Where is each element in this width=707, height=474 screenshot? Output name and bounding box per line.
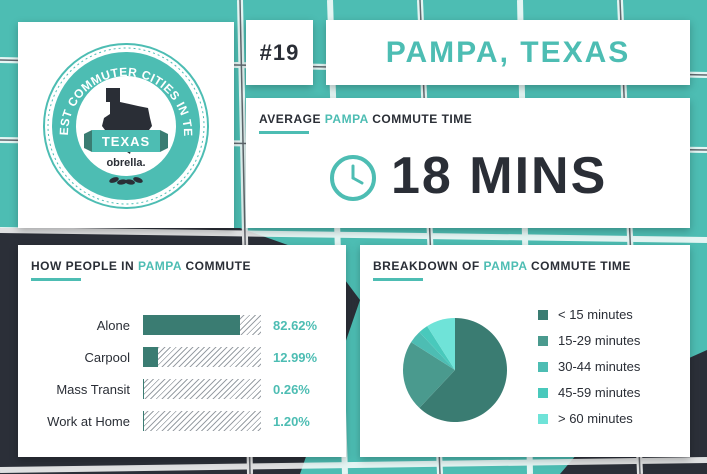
commute-time-pie [403,318,507,422]
brand-logo: obrella. [106,157,145,169]
legend-swatch [538,362,548,372]
legend-label: > 60 minutes [558,411,633,426]
seal-state-label: TEXAS [102,134,150,149]
commute-breakdown-card: BREAKDOWN OF PAMPA COMMUTE TIME < 15 min… [360,245,690,457]
legend-label: 15-29 minutes [558,333,641,348]
legend-swatch [538,388,548,398]
bar-track [143,379,261,399]
header-underline [259,131,309,134]
rank-label: #19 [259,39,300,65]
bar-category-label: Carpool [84,350,130,365]
commute-time-header: AVERAGE PAMPA COMMUTE TIME [259,112,473,126]
bar [143,315,240,335]
header-underline [373,278,423,281]
commuter-cities-seal: 40 BEST COMMUTER CITIES IN TEXAS TEXAS o… [13,11,209,209]
bar-track [143,347,261,367]
pie-slice [427,318,455,370]
commute-modes-header: HOW PEOPLE IN PAMPA COMMUTE [31,259,251,273]
commute-breakdown-header: BREAKDOWN OF PAMPA COMMUTE TIME [373,259,631,273]
average-commute-value: 18 MINS [391,147,608,205]
bar-track [143,411,261,431]
bar-category-label: Alone [96,318,130,333]
pie-slice [411,332,455,370]
badge-card: 40 BEST COMMUTER CITIES IN TEXAS TEXAS o… [13,11,234,228]
texas-map-icon [102,88,152,154]
pie-slice [419,318,507,422]
bar-category-label: Mass Transit [56,382,130,397]
legend-swatch [538,310,548,320]
bar-track [143,315,261,335]
pie-slice [403,342,455,408]
pie-slice [419,326,455,370]
clock-icon [330,155,376,201]
bar [143,379,144,399]
bar-value-label: 1.20% [273,414,310,429]
bar [143,347,158,367]
bar-value-label: 82.62% [273,318,318,333]
bar-value-label: 12.99% [273,350,318,365]
header-underline [31,278,81,281]
bar [143,411,144,431]
commute-time-card: AVERAGE PAMPA COMMUTE TIME 18 MINS [246,98,690,228]
legend-label: 30-44 minutes [558,359,641,374]
city-title: PAMPA, TEXAS [385,35,631,69]
legend-label: 45-59 minutes [558,385,641,400]
legend-label: < 15 minutes [558,307,633,322]
bar-value-label: 0.26% [273,382,310,397]
laurel-icon [109,177,143,185]
legend-swatch [538,336,548,346]
city-card: PAMPA, TEXAS [326,20,690,85]
legend-swatch [538,414,548,424]
commute-modes-card: HOW PEOPLE IN PAMPA COMMUTE Alone 82.62% C… [18,245,346,457]
bar-category-label: Work at Home [47,414,130,429]
rank-card: #19 [246,20,313,85]
